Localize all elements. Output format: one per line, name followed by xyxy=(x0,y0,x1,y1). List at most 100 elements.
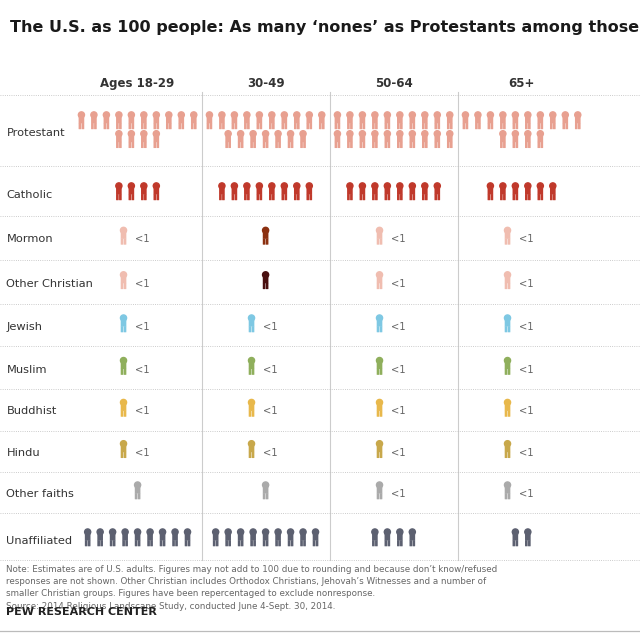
FancyBboxPatch shape xyxy=(335,123,337,129)
FancyBboxPatch shape xyxy=(191,117,196,123)
Circle shape xyxy=(487,183,493,189)
FancyBboxPatch shape xyxy=(285,194,287,200)
FancyBboxPatch shape xyxy=(422,123,424,129)
Circle shape xyxy=(397,183,403,189)
FancyBboxPatch shape xyxy=(380,283,382,289)
FancyBboxPatch shape xyxy=(138,493,140,499)
FancyBboxPatch shape xyxy=(182,123,184,129)
Circle shape xyxy=(384,529,390,535)
FancyBboxPatch shape xyxy=(563,123,565,129)
Circle shape xyxy=(128,112,134,118)
FancyBboxPatch shape xyxy=(422,135,428,142)
FancyBboxPatch shape xyxy=(138,540,140,546)
Text: PEW RESEARCH CENTER: PEW RESEARCH CENTER xyxy=(6,607,157,617)
FancyBboxPatch shape xyxy=(244,187,250,194)
Text: Mormon: Mormon xyxy=(6,234,53,244)
FancyBboxPatch shape xyxy=(121,239,124,244)
Text: <1: <1 xyxy=(391,364,406,375)
FancyBboxPatch shape xyxy=(316,540,318,546)
Circle shape xyxy=(347,112,353,118)
Circle shape xyxy=(172,529,178,535)
Text: <1: <1 xyxy=(391,489,406,499)
Circle shape xyxy=(334,112,340,118)
FancyBboxPatch shape xyxy=(291,142,293,148)
Circle shape xyxy=(128,131,134,137)
FancyBboxPatch shape xyxy=(119,123,122,129)
FancyBboxPatch shape xyxy=(141,187,147,194)
Circle shape xyxy=(153,131,159,137)
FancyBboxPatch shape xyxy=(294,123,296,129)
Circle shape xyxy=(376,227,383,234)
FancyBboxPatch shape xyxy=(447,135,452,142)
FancyBboxPatch shape xyxy=(238,533,243,540)
FancyBboxPatch shape xyxy=(385,540,387,546)
FancyBboxPatch shape xyxy=(410,117,415,123)
Circle shape xyxy=(537,183,543,189)
Text: <1: <1 xyxy=(519,406,534,417)
FancyBboxPatch shape xyxy=(124,411,126,417)
FancyBboxPatch shape xyxy=(241,142,243,148)
FancyBboxPatch shape xyxy=(377,362,382,369)
Circle shape xyxy=(231,183,237,189)
Circle shape xyxy=(244,112,250,118)
FancyBboxPatch shape xyxy=(210,123,212,129)
FancyBboxPatch shape xyxy=(363,142,365,148)
Circle shape xyxy=(462,112,468,118)
FancyBboxPatch shape xyxy=(508,411,510,417)
Text: <1: <1 xyxy=(263,364,278,375)
FancyBboxPatch shape xyxy=(385,142,387,148)
Circle shape xyxy=(306,183,312,189)
FancyBboxPatch shape xyxy=(163,540,165,546)
FancyBboxPatch shape xyxy=(438,142,440,148)
FancyBboxPatch shape xyxy=(375,142,378,148)
FancyBboxPatch shape xyxy=(347,187,353,194)
FancyBboxPatch shape xyxy=(300,540,303,546)
Circle shape xyxy=(504,315,511,321)
Text: 50-64: 50-64 xyxy=(375,77,412,90)
FancyBboxPatch shape xyxy=(250,540,253,546)
Text: <1: <1 xyxy=(519,489,534,499)
FancyBboxPatch shape xyxy=(250,135,256,142)
Circle shape xyxy=(153,183,159,189)
FancyBboxPatch shape xyxy=(553,194,556,200)
Circle shape xyxy=(219,183,225,189)
FancyBboxPatch shape xyxy=(410,135,415,142)
Circle shape xyxy=(128,183,134,189)
FancyBboxPatch shape xyxy=(377,411,380,417)
FancyBboxPatch shape xyxy=(513,117,518,123)
Circle shape xyxy=(447,112,453,118)
FancyBboxPatch shape xyxy=(294,194,296,200)
FancyBboxPatch shape xyxy=(528,194,531,200)
Circle shape xyxy=(422,131,428,137)
FancyBboxPatch shape xyxy=(249,362,254,369)
FancyBboxPatch shape xyxy=(435,187,440,194)
FancyBboxPatch shape xyxy=(124,239,126,244)
Circle shape xyxy=(141,112,147,118)
FancyBboxPatch shape xyxy=(503,142,506,148)
FancyBboxPatch shape xyxy=(121,445,126,452)
Circle shape xyxy=(409,112,415,118)
Text: <1: <1 xyxy=(135,448,150,458)
FancyBboxPatch shape xyxy=(377,276,382,283)
Circle shape xyxy=(359,131,365,137)
FancyBboxPatch shape xyxy=(380,452,382,458)
Circle shape xyxy=(109,529,116,535)
FancyBboxPatch shape xyxy=(550,123,552,129)
Circle shape xyxy=(376,358,383,364)
FancyBboxPatch shape xyxy=(541,142,543,148)
Circle shape xyxy=(116,131,122,137)
FancyBboxPatch shape xyxy=(553,123,556,129)
FancyBboxPatch shape xyxy=(360,142,362,148)
FancyBboxPatch shape xyxy=(410,142,412,148)
FancyBboxPatch shape xyxy=(260,194,262,200)
FancyBboxPatch shape xyxy=(257,194,259,200)
FancyBboxPatch shape xyxy=(363,194,365,200)
Text: Ages 18-29: Ages 18-29 xyxy=(100,77,175,90)
FancyBboxPatch shape xyxy=(79,117,84,123)
Circle shape xyxy=(116,112,122,118)
FancyBboxPatch shape xyxy=(225,540,228,546)
FancyBboxPatch shape xyxy=(129,142,131,148)
Circle shape xyxy=(376,482,383,488)
FancyBboxPatch shape xyxy=(121,276,126,283)
FancyBboxPatch shape xyxy=(500,142,502,148)
